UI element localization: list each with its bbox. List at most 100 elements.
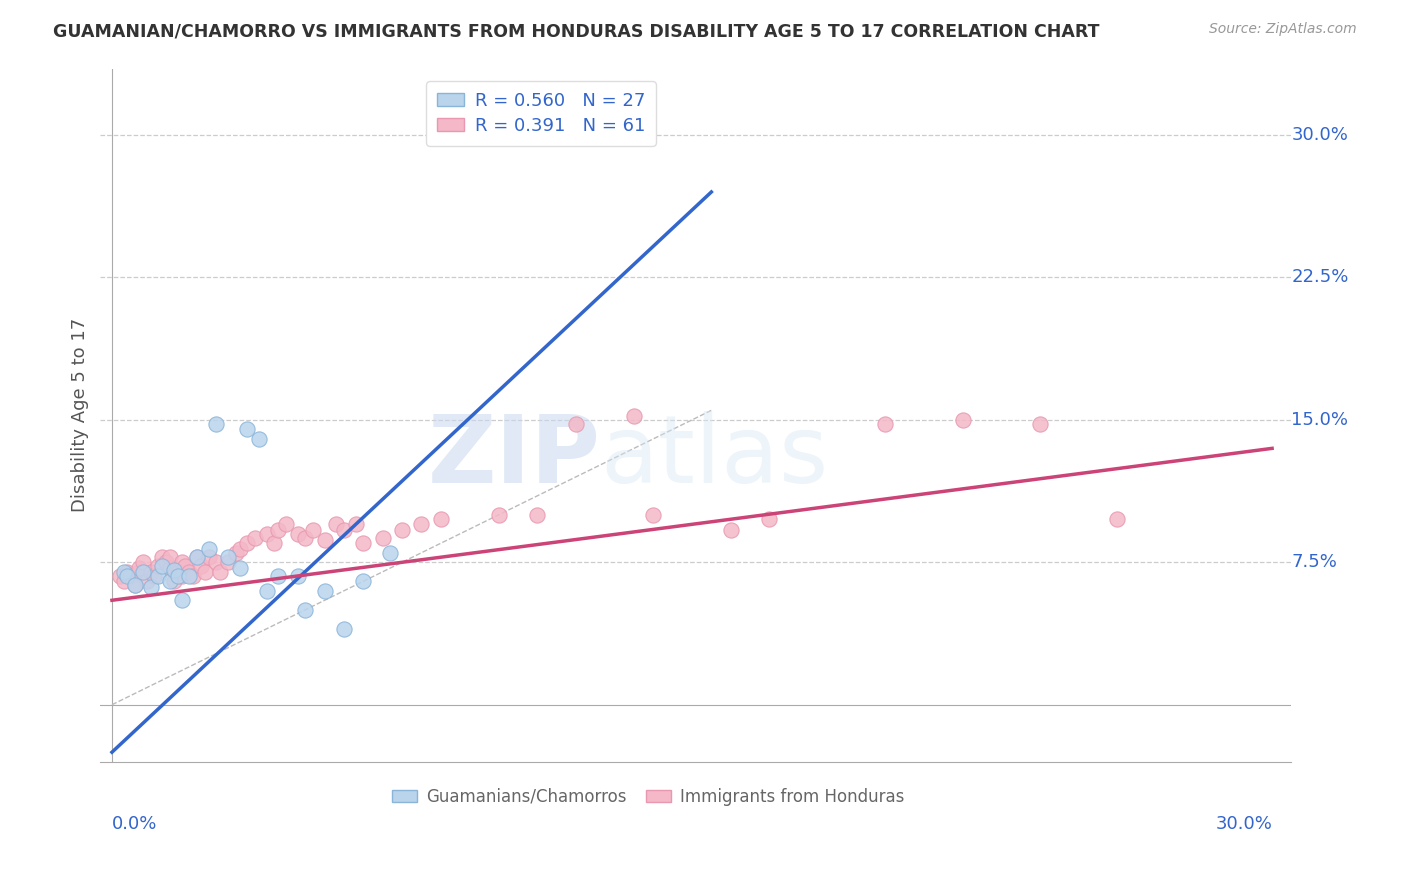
Point	[1107, 511, 1129, 525]
Point	[228, 541, 250, 556]
Point	[163, 574, 186, 589]
Point	[150, 549, 173, 564]
Point	[236, 536, 259, 550]
Point	[952, 413, 974, 427]
Point	[179, 565, 201, 579]
Point	[565, 417, 588, 431]
Point	[287, 526, 309, 541]
Point	[391, 523, 413, 537]
Point	[197, 541, 219, 556]
Text: GUAMANIAN/CHAMORRO VS IMMIGRANTS FROM HONDURAS DISABILITY AGE 5 TO 17 CORRELATIO: GUAMANIAN/CHAMORRO VS IMMIGRANTS FROM HO…	[53, 22, 1099, 40]
Point	[371, 531, 394, 545]
Point	[314, 583, 336, 598]
Point	[139, 580, 162, 594]
Point	[170, 568, 193, 582]
Point	[643, 508, 665, 522]
Legend: Guamanians/Chamorros, Immigrants from Honduras: Guamanians/Chamorros, Immigrants from Ho…	[385, 781, 911, 813]
Point	[124, 578, 146, 592]
Text: Source: ZipAtlas.com: Source: ZipAtlas.com	[1209, 22, 1357, 37]
Point	[263, 536, 285, 550]
Point	[217, 555, 239, 569]
Point	[236, 422, 259, 436]
Point	[159, 549, 181, 564]
Point	[333, 622, 356, 636]
Point	[488, 508, 510, 522]
Text: 7.5%: 7.5%	[1292, 553, 1337, 571]
Point	[623, 409, 645, 423]
Point	[163, 563, 186, 577]
Point	[333, 523, 356, 537]
Point	[194, 565, 217, 579]
Point	[380, 546, 402, 560]
Point	[243, 531, 266, 545]
Point	[217, 549, 239, 564]
Point	[150, 559, 173, 574]
Point	[170, 555, 193, 569]
Point	[135, 574, 157, 589]
Point	[205, 555, 228, 569]
Point	[267, 568, 290, 582]
Text: 30.0%: 30.0%	[1215, 815, 1272, 833]
Text: ZIP: ZIP	[427, 410, 600, 503]
Point	[287, 568, 309, 582]
Point	[302, 523, 325, 537]
Point	[186, 549, 208, 564]
Point	[411, 517, 433, 532]
Point	[181, 568, 204, 582]
Point	[875, 417, 897, 431]
Point	[758, 511, 780, 525]
Point	[139, 565, 162, 579]
Point	[190, 559, 212, 574]
Text: 30.0%: 30.0%	[1292, 126, 1348, 144]
Point	[197, 549, 219, 564]
Point	[526, 508, 548, 522]
Point	[267, 523, 290, 537]
Point	[352, 574, 374, 589]
Point	[120, 568, 142, 582]
Point	[205, 417, 228, 431]
Point	[112, 565, 135, 579]
Point	[256, 526, 278, 541]
Point	[166, 565, 188, 579]
Point	[155, 555, 177, 569]
Point	[124, 578, 146, 592]
Point	[132, 565, 155, 579]
Point	[344, 517, 367, 532]
Point	[117, 565, 139, 579]
Point	[352, 536, 374, 550]
Y-axis label: Disability Age 5 to 17: Disability Age 5 to 17	[72, 318, 89, 512]
Point	[256, 583, 278, 598]
Point	[274, 517, 297, 532]
Point	[174, 559, 197, 574]
Point	[117, 568, 139, 582]
Point	[108, 568, 131, 582]
Point	[186, 549, 208, 564]
Point	[228, 561, 250, 575]
Point	[128, 561, 150, 575]
Point	[720, 523, 742, 537]
Point	[128, 565, 150, 579]
Point	[209, 565, 232, 579]
Point	[247, 432, 270, 446]
Point	[179, 568, 201, 582]
Point	[429, 511, 451, 525]
Point	[294, 603, 316, 617]
Point	[294, 531, 316, 545]
Point	[148, 568, 170, 582]
Point	[1029, 417, 1052, 431]
Point	[314, 533, 336, 547]
Point	[148, 559, 170, 574]
Point	[159, 574, 181, 589]
Text: 0.0%: 0.0%	[112, 815, 157, 833]
Point	[132, 555, 155, 569]
Point	[112, 574, 135, 589]
Point	[166, 568, 188, 582]
Point	[143, 568, 166, 582]
Point	[159, 561, 181, 575]
Point	[170, 593, 193, 607]
Point	[225, 546, 247, 560]
Text: atlas: atlas	[600, 410, 830, 503]
Point	[325, 517, 347, 532]
Text: 15.0%: 15.0%	[1292, 411, 1348, 429]
Text: 22.5%: 22.5%	[1292, 268, 1348, 286]
